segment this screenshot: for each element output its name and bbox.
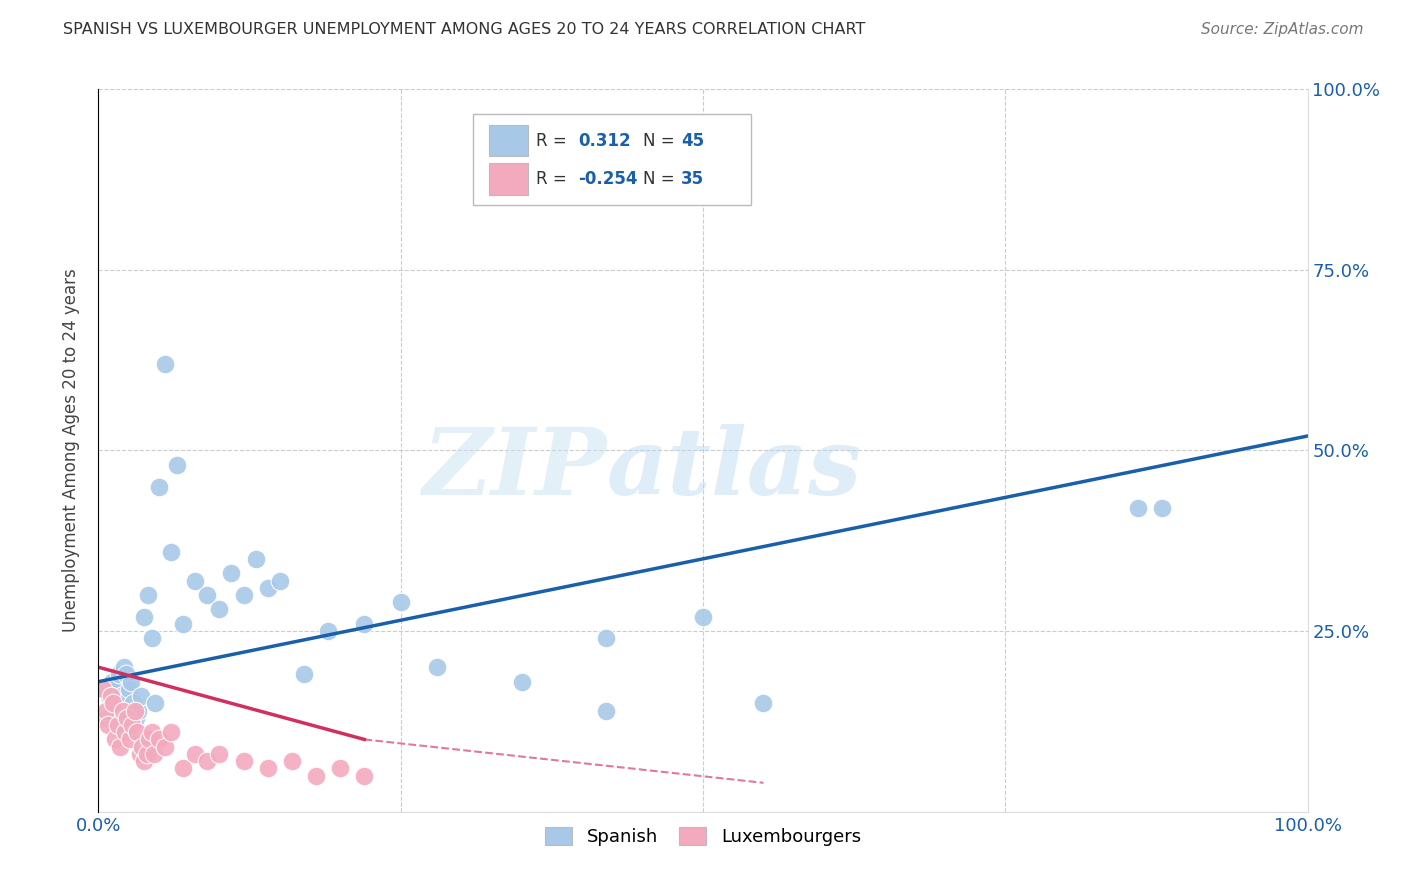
Point — [136, 588, 159, 602]
Point — [232, 588, 254, 602]
Point — [1152, 501, 1174, 516]
Point — [111, 704, 134, 718]
Point — [103, 681, 125, 696]
Text: 45: 45 — [682, 131, 704, 150]
Point — [281, 754, 304, 768]
Point — [134, 609, 156, 624]
Point — [108, 667, 131, 681]
Text: N =: N = — [643, 169, 679, 187]
Point — [117, 711, 139, 725]
Point — [153, 739, 176, 754]
Point — [143, 696, 166, 710]
Legend: Spanish, Luxembourgers: Spanish, Luxembourgers — [537, 820, 869, 854]
FancyBboxPatch shape — [489, 163, 527, 194]
Point — [692, 609, 714, 624]
Point — [138, 732, 160, 747]
Point — [143, 747, 166, 761]
Text: Source: ZipAtlas.com: Source: ZipAtlas.com — [1201, 22, 1364, 37]
Text: 0.312: 0.312 — [578, 131, 631, 150]
Point — [127, 725, 149, 739]
Point — [316, 624, 339, 639]
Point — [595, 704, 617, 718]
Point — [118, 732, 141, 747]
Text: -0.254: -0.254 — [578, 169, 638, 187]
Point — [105, 696, 128, 710]
Point — [329, 761, 352, 775]
Point — [172, 616, 194, 631]
Point — [124, 704, 146, 718]
Point — [305, 769, 328, 783]
Point — [353, 616, 375, 631]
Point — [752, 696, 775, 710]
Text: R =: R = — [536, 131, 572, 150]
Point — [172, 761, 194, 775]
Point — [256, 761, 278, 775]
Point — [110, 689, 132, 703]
Point — [135, 747, 157, 761]
Point — [121, 718, 143, 732]
Point — [148, 732, 170, 747]
Point — [91, 681, 114, 696]
Point — [118, 681, 141, 696]
FancyBboxPatch shape — [474, 114, 751, 205]
Point — [166, 458, 188, 472]
Point — [160, 544, 183, 558]
Point — [269, 574, 291, 588]
Point — [125, 711, 148, 725]
Point — [127, 704, 149, 718]
Point — [107, 718, 129, 732]
Point — [101, 696, 124, 710]
Point — [256, 581, 278, 595]
Text: R =: R = — [536, 169, 572, 187]
Point — [100, 674, 122, 689]
Text: ZIP: ZIP — [422, 424, 606, 514]
Point — [128, 747, 150, 761]
Point — [221, 566, 243, 581]
Text: N =: N = — [643, 131, 679, 150]
Point — [94, 704, 117, 718]
Point — [153, 357, 176, 371]
Point — [195, 754, 218, 768]
Point — [129, 689, 152, 703]
Point — [195, 588, 218, 602]
Point — [134, 754, 156, 768]
Point — [595, 632, 617, 646]
Point — [353, 769, 375, 783]
Point — [131, 739, 153, 754]
Point — [97, 718, 120, 732]
Point — [208, 602, 231, 616]
Point — [208, 747, 231, 761]
Point — [114, 725, 136, 739]
Text: 35: 35 — [682, 169, 704, 187]
Point — [160, 725, 183, 739]
Point — [120, 674, 142, 689]
Point — [96, 711, 118, 725]
Point — [510, 674, 533, 689]
Point — [184, 574, 207, 588]
Point — [389, 595, 412, 609]
FancyBboxPatch shape — [489, 125, 527, 156]
Point — [93, 681, 115, 696]
Y-axis label: Unemployment Among Ages 20 to 24 years: Unemployment Among Ages 20 to 24 years — [62, 268, 80, 632]
Point — [100, 689, 122, 703]
Point — [98, 689, 121, 703]
Point — [426, 660, 449, 674]
Point — [112, 660, 135, 674]
Point — [104, 732, 127, 747]
Point — [232, 754, 254, 768]
Point — [122, 696, 145, 710]
Text: SPANISH VS LUXEMBOURGER UNEMPLOYMENT AMONG AGES 20 TO 24 YEARS CORRELATION CHART: SPANISH VS LUXEMBOURGER UNEMPLOYMENT AMO… — [63, 22, 866, 37]
Point — [148, 480, 170, 494]
Point — [1128, 501, 1150, 516]
Point — [108, 739, 131, 754]
Point — [115, 667, 138, 681]
Point — [184, 747, 207, 761]
Point — [292, 667, 315, 681]
Point — [141, 725, 163, 739]
Point — [141, 632, 163, 646]
Text: atlas: atlas — [606, 424, 862, 514]
Point — [245, 551, 267, 566]
